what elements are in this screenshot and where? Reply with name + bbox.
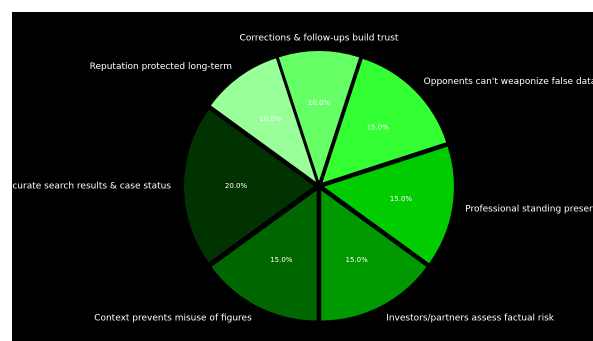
percent-label-professional-standing-preserved: 15.0% — [390, 195, 413, 203]
category-label-opponents-can-t-weaponize-false-data: Opponents can't weaponize false data — [424, 77, 593, 87]
pie-slice-reputation-protected-long-term — [210, 58, 317, 182]
pie-slice-context-prevents-misuse-of-figures — [211, 190, 317, 321]
percent-label-opponents-can-t-weaponize-false-data: 15.0% — [367, 123, 390, 131]
percent-label-investors-partners-assess-factual-risk: 15.0% — [346, 256, 369, 264]
percent-label-reputation-protected-long-term: 10.0% — [259, 115, 282, 123]
pie-slices — [183, 50, 454, 321]
pie-slice-accurate-search-results-case-status — [183, 109, 314, 263]
percent-labels: 10.0% 10.0% 20.0% 15.0% 15.0% 15.0% 15.0% — [225, 99, 413, 264]
pie-slice-professional-standing-preserved — [323, 146, 454, 264]
category-label-context-prevents-misuse-of-figures: Context prevents misuse of figures — [94, 313, 252, 323]
category-labels: Corrections & follow-ups build trust Repu… — [1, 34, 593, 324]
percent-label-corrections-follow-ups-build-trust: 10.0% — [308, 99, 331, 107]
pie-slice-corrections-follow-ups-build-trust — [278, 50, 360, 181]
category-label-reputation-protected-long-term: Reputation protected long-term — [90, 62, 232, 72]
percent-label-context-prevents-misuse-of-figures: 15.0% — [270, 256, 293, 264]
pie-slice-opponents-can-t-weaponize-false-data — [322, 58, 447, 183]
pie-slice-investors-partners-assess-factual-risk — [321, 190, 427, 321]
category-label-investors-partners-assess-factual-risk: Investors/partners assess factual risk — [386, 313, 555, 323]
percent-label-accurate-search-results-case-status: 20.0% — [225, 182, 248, 190]
category-label-professional-standing-preserved: Professional standing preserved — [465, 205, 593, 215]
category-label-accurate-search-results-case-status: Accurate search results & case status — [1, 182, 171, 192]
category-label-corrections-follow-ups-build-trust: Corrections & follow-ups build trust — [240, 34, 399, 44]
